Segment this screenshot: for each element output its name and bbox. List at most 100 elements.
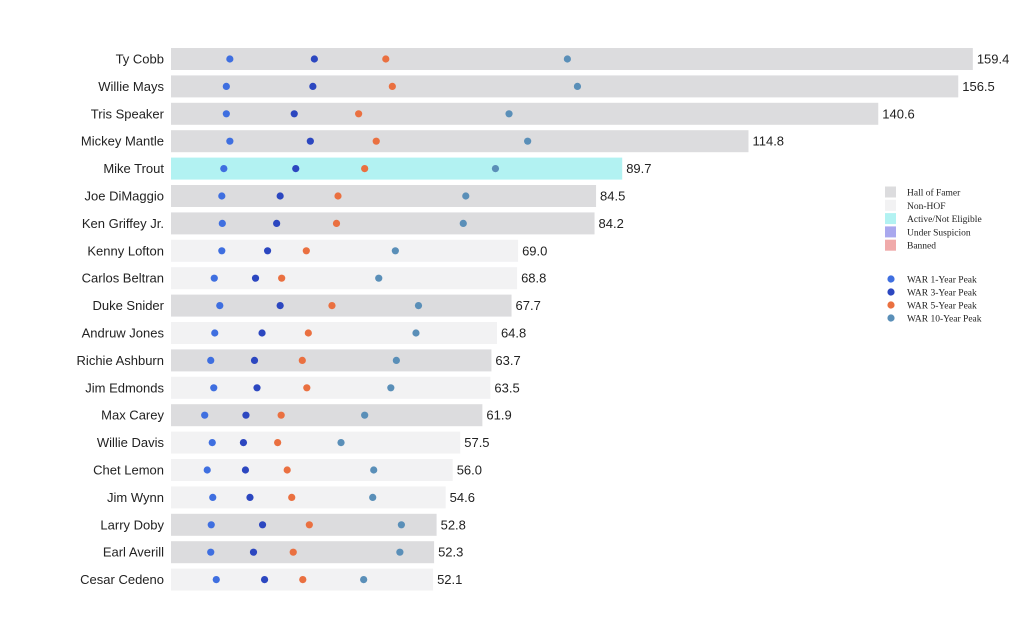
peak-point-tris-speaker-2: [290, 110, 298, 118]
peak-point-kenny-lofton-4: [391, 247, 399, 255]
total-label-cesar-cedeno: 52.1: [437, 572, 462, 587]
peak-point-willie-davis-2: [239, 439, 248, 447]
legend-swatch-banned: [885, 239, 896, 251]
peak-point-tris-speaker-1: [222, 110, 230, 118]
peak-point-max-carey-4: [361, 411, 369, 419]
player-label-carlos-beltran: Carlos Beltran: [82, 271, 164, 286]
peak-point-larry-doby-1: [207, 521, 215, 529]
peak-point-joe-dimaggio-2: [276, 192, 284, 200]
peak-point-earl-averill-4: [396, 548, 404, 556]
bar-richie-ashburn: [171, 349, 492, 372]
bar-kenny-lofton: [171, 239, 519, 262]
legend-label-banned: Banned: [907, 242, 936, 252]
peak-point-jim-wynn-4: [369, 493, 377, 501]
player-label-max-carey: Max Carey: [101, 408, 164, 423]
legend-marker-war-1-year-peak: [887, 275, 895, 283]
total-label-willie-davis: 57.5: [464, 435, 489, 450]
peak-point-mickey-mantle-1: [226, 137, 234, 145]
player-label-earl-averill: Earl Averill: [103, 545, 164, 560]
bar-willie-mays: [171, 75, 959, 98]
peak-point-jim-edmonds-1: [210, 384, 218, 392]
peak-point-ty-cobb-2: [310, 55, 318, 63]
bar-jim-edmonds: [171, 376, 491, 399]
peak-point-cesar-cedeno-2: [260, 576, 269, 584]
bars-layer: [171, 48, 973, 591]
legend-marker-war-5-year-peak: [887, 301, 895, 309]
peak-point-jim-edmonds-2: [253, 384, 261, 392]
legend: Hall of Famer Non-HOF Active/Not Eligible U…: [876, 183, 1024, 325]
total-label-earl-averill: 52.3: [438, 545, 463, 560]
peak-point-max-carey-1: [201, 411, 209, 419]
bar-mickey-mantle: [171, 130, 749, 153]
peak-point-richie-ashburn-3: [298, 356, 306, 364]
player-label-kenny-lofton: Kenny Lofton: [87, 243, 164, 258]
total-label-duke-snider: 67.7: [516, 298, 541, 313]
player-label-andruw-jones: Andruw Jones: [82, 326, 165, 341]
peak-point-chet-lemon-4: [370, 466, 378, 474]
peak-point-earl-averill-3: [289, 548, 297, 556]
player-label-willie-davis: Willie Davis: [97, 435, 165, 450]
legend-swatch-hall-of-famer: [885, 186, 896, 198]
peak-point-carlos-beltran-1: [210, 274, 218, 282]
bar-carlos-beltran: [171, 267, 518, 290]
peak-point-duke-snider-3: [328, 302, 336, 310]
total-label-larry-doby: 52.8: [441, 517, 466, 532]
peak-point-jim-edmonds-3: [303, 384, 311, 392]
total-label-ty-cobb: 159.4: [977, 52, 1010, 67]
player-label-joe-dimaggio: Joe DiMaggio: [85, 189, 165, 204]
player-label-mickey-mantle: Mickey Mantle: [81, 134, 164, 149]
peak-point-cesar-cedeno-4: [360, 576, 368, 584]
peak-point-andruw-jones-1: [211, 329, 219, 337]
peak-point-jim-edmonds-4: [387, 384, 395, 392]
player-label-ty-cobb: Ty Cobb: [116, 52, 164, 67]
peak-point-carlos-beltran-3: [278, 274, 286, 282]
peak-point-earl-averill-1: [207, 548, 215, 556]
legend-label-active-not-eligible: Active/Not Eligible: [907, 215, 982, 225]
peak-point-larry-doby-4: [397, 521, 405, 529]
peak-point-max-carey-3: [277, 411, 285, 419]
bar-tris-speaker: [171, 102, 879, 125]
peak-point-max-carey-2: [242, 411, 250, 419]
bar-chet-lemon: [171, 459, 453, 481]
peak-point-ken-griffey-jr-2: [273, 219, 281, 227]
peak-point-ken-griffey-jr-1: [218, 219, 226, 227]
peak-point-mickey-mantle-4: [524, 137, 532, 145]
dots-layer: [201, 55, 582, 584]
total-label-willie-mays: 156.5: [962, 79, 995, 94]
legend-swatch-under-suspicion: [885, 226, 896, 238]
peak-point-ty-cobb-3: [382, 55, 390, 63]
total-label-ken-griffey-jr: 84.2: [599, 216, 624, 231]
legend-marker-war-10-year-peak: [887, 314, 895, 322]
peak-point-mickey-mantle-2: [306, 137, 314, 145]
peak-point-mike-trout-1: [220, 165, 228, 173]
peak-point-richie-ashburn-1: [207, 356, 215, 364]
legend-box: [876, 183, 1024, 265]
player-label-duke-snider: Duke Snider: [92, 298, 164, 313]
peak-point-earl-averill-2: [249, 548, 258, 556]
player-label-ken-griffey-jr: Ken Griffey Jr.: [82, 216, 164, 231]
peak-point-duke-snider-1: [216, 302, 224, 310]
peak-point-kenny-lofton-3: [302, 247, 310, 255]
peak-point-willie-mays-4: [573, 82, 582, 90]
legend-label-under-suspicion: Under Suspicion: [907, 228, 971, 238]
bar-earl-averill: [171, 541, 435, 564]
peak-point-ken-griffey-jr-4: [459, 219, 467, 227]
player-label-jim-edmonds: Jim Edmonds: [85, 380, 164, 395]
peak-point-willie-mays-1: [222, 82, 230, 90]
bar-willie-davis: [171, 431, 461, 454]
peak-point-andruw-jones-4: [412, 329, 420, 337]
peak-point-tris-speaker-3: [355, 110, 363, 118]
legend-swatch-non-hof: [885, 199, 896, 211]
bar-max-carey: [171, 404, 483, 427]
peak-point-mike-trout-4: [491, 165, 500, 173]
peak-point-willie-mays-3: [388, 82, 396, 90]
total-label-max-carey: 61.9: [486, 408, 511, 423]
peak-point-duke-snider-4: [414, 302, 423, 310]
peak-point-mickey-mantle-3: [372, 137, 380, 145]
legend-label-war-5-year-peak: WAR 5-Year Peak: [907, 302, 977, 312]
bar-andruw-jones: [171, 322, 497, 344]
total-label-mike-trout: 89.7: [626, 161, 651, 176]
total-label-mickey-mantle: 114.8: [752, 134, 784, 149]
peak-point-joe-dimaggio-4: [462, 192, 470, 200]
legend-label-non-hof: Non-HOF: [907, 202, 946, 212]
